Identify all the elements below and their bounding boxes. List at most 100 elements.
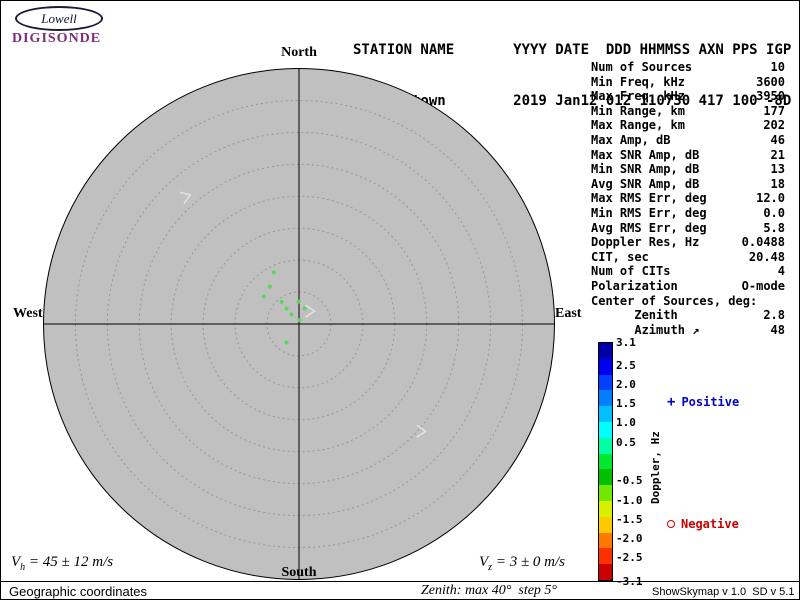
stat-label: Avg RMS Err, deg <box>591 220 707 235</box>
stat-value: 3950 <box>756 89 785 104</box>
stat-label: Min Freq, kHz <box>591 74 685 89</box>
colorbar-band <box>599 469 612 486</box>
stat-value: 3600 <box>756 74 785 89</box>
stat-value: O-mode <box>741 278 785 293</box>
colorbar-tick-label: -2.5 <box>616 551 643 565</box>
stats-list: Num of Sources 10 Min Freq, kHz 3600 Max Fre… <box>591 60 785 337</box>
stat-value: 10 <box>770 60 785 74</box>
legend-negative-label: Negative <box>681 517 739 531</box>
skymap-plot <box>42 67 556 581</box>
coordinates-label: Geographic coordinates <box>9 584 148 599</box>
stat-row: Azimuth ↗ 48 <box>591 323 785 338</box>
colorbar-band <box>599 358 612 375</box>
horizontal-velocity-readout: Vh = 45 ± 12 m/s <box>11 554 113 573</box>
stat-label: Min RMS Err, deg <box>591 205 707 220</box>
stat-label: Doppler Res, Hz <box>591 235 700 250</box>
lowell-logo: Lowell <box>15 6 103 31</box>
stat-label: Min Range, km <box>591 103 685 118</box>
colorbar-band <box>599 532 612 549</box>
stat-row: Min RMS Err, deg 0.0 <box>591 206 785 221</box>
vh-symbol: V <box>11 554 21 570</box>
stat-row: Max Freq, kHz 3950 <box>591 89 785 104</box>
skymap-svg <box>43 68 555 580</box>
stat-label: Azimuth ↗ <box>591 322 700 337</box>
colorbar-band <box>599 390 612 407</box>
stat-value: 46 <box>770 132 785 147</box>
colorbar-tick-label: -3.1 <box>616 574 643 588</box>
stat-label: Zenith <box>591 308 678 323</box>
colorbar-tick-label: 1.0 <box>616 416 636 430</box>
stat-row: Min SNR Amp, dB 13 <box>591 162 785 177</box>
colorbar-band <box>599 564 612 580</box>
lowell-logo-text: Lowell <box>41 10 77 26</box>
stat-row: Avg RMS Err, deg 5.8 <box>591 221 785 236</box>
plus-icon: + <box>667 394 676 410</box>
colorbar-band <box>599 406 612 422</box>
colorbar-band <box>599 500 612 517</box>
compass-label-west: West <box>13 306 43 321</box>
colorbar-band <box>599 421 612 438</box>
stat-label: Max SNR Amp, dB <box>591 147 700 162</box>
stat-value: 2.8 <box>763 308 785 323</box>
stat-row: Polarization O-mode <box>591 279 785 294</box>
stat-row: Num of CITs 4 <box>591 264 785 279</box>
stat-row: Min Freq, kHz 3600 <box>591 75 785 90</box>
stat-label: Max RMS Err, deg <box>591 191 707 206</box>
stat-label: Avg SNR Amp, dB <box>591 176 700 191</box>
digisonde-wordmark: DIGISONDE <box>12 31 102 46</box>
stat-row: Center of Sources, deg: <box>591 294 785 309</box>
stat-value: 20.48 <box>748 249 785 264</box>
stat-value: 48 <box>770 322 785 337</box>
vh-subscript: h <box>20 562 26 573</box>
stat-row: Min Range, km 177 <box>591 104 785 119</box>
stat-label: Max Freq, kHz <box>591 89 685 104</box>
colorbar-tick-label: 2.0 <box>616 377 636 391</box>
colorbar-band <box>599 485 612 501</box>
legend-negative: Negative <box>667 517 739 531</box>
stat-label: Max Range, km <box>591 118 685 133</box>
colorbar-band <box>599 374 612 391</box>
stat-row: Max Amp, dB 46 <box>591 133 785 148</box>
colorbar-band <box>599 516 612 533</box>
legend-positive: + Positive <box>667 395 739 409</box>
stat-row: Max RMS Err, deg 12.0 <box>591 191 785 206</box>
colorbar-band <box>599 343 612 359</box>
vz-value: = 3 ± 0 m/s <box>492 554 566 570</box>
colorbar-band <box>599 437 612 454</box>
zenith-scale-note: Zenith: max 40° step 5° <box>421 583 558 598</box>
stat-value: 13 <box>770 162 785 177</box>
colorbar-tick-label: 3.1 <box>616 335 636 349</box>
stat-row: Max SNR Amp, dB 21 <box>591 148 785 163</box>
colorbar-tick-label: -2.0 <box>616 532 643 546</box>
compass-label-north: North <box>281 45 317 60</box>
circle-icon <box>667 520 675 528</box>
colorbar-tick-label: 1.5 <box>616 397 636 411</box>
doppler-colorbar <box>598 342 613 581</box>
stat-label: Max Amp, dB <box>591 132 671 147</box>
stat-value: 177 <box>763 103 785 118</box>
stat-row: Num of Sources 10 <box>591 60 785 75</box>
vz-symbol: V <box>479 554 489 570</box>
stat-label: Num of CITs <box>591 264 671 279</box>
stat-label: Polarization <box>591 278 678 293</box>
compass-label-east: East <box>555 306 582 321</box>
stat-label: Min SNR Amp, dB <box>591 162 700 177</box>
colorbar-tick-label: -1.0 <box>616 493 643 507</box>
stat-row: Zenith 2.8 <box>591 308 785 323</box>
colorbar-axis-label: Doppler, Hz <box>649 431 662 504</box>
stat-label: Num of Sources <box>591 60 693 74</box>
colorbar-tick-label: 0.5 <box>616 435 636 449</box>
colorbar-tick-label: -1.5 <box>616 512 643 526</box>
station-header-labels: STATION NAME YYYY DATE DDD HHMMSS AXN PP… <box>353 42 792 58</box>
compass-label-south: South <box>281 565 317 580</box>
stat-value: 0.0 <box>763 205 785 220</box>
stat-value: 18 <box>770 176 785 191</box>
colorbar-tick-label: -0.5 <box>616 474 643 488</box>
vz-subscript: z <box>488 562 493 573</box>
stat-value: 21 <box>770 147 785 162</box>
colorbar-band <box>599 548 612 565</box>
colorbar-band <box>599 453 612 470</box>
vertical-velocity-readout: Vz = 3 ± 0 m/s <box>479 554 565 573</box>
stat-row: Max Range, km 202 <box>591 118 785 133</box>
